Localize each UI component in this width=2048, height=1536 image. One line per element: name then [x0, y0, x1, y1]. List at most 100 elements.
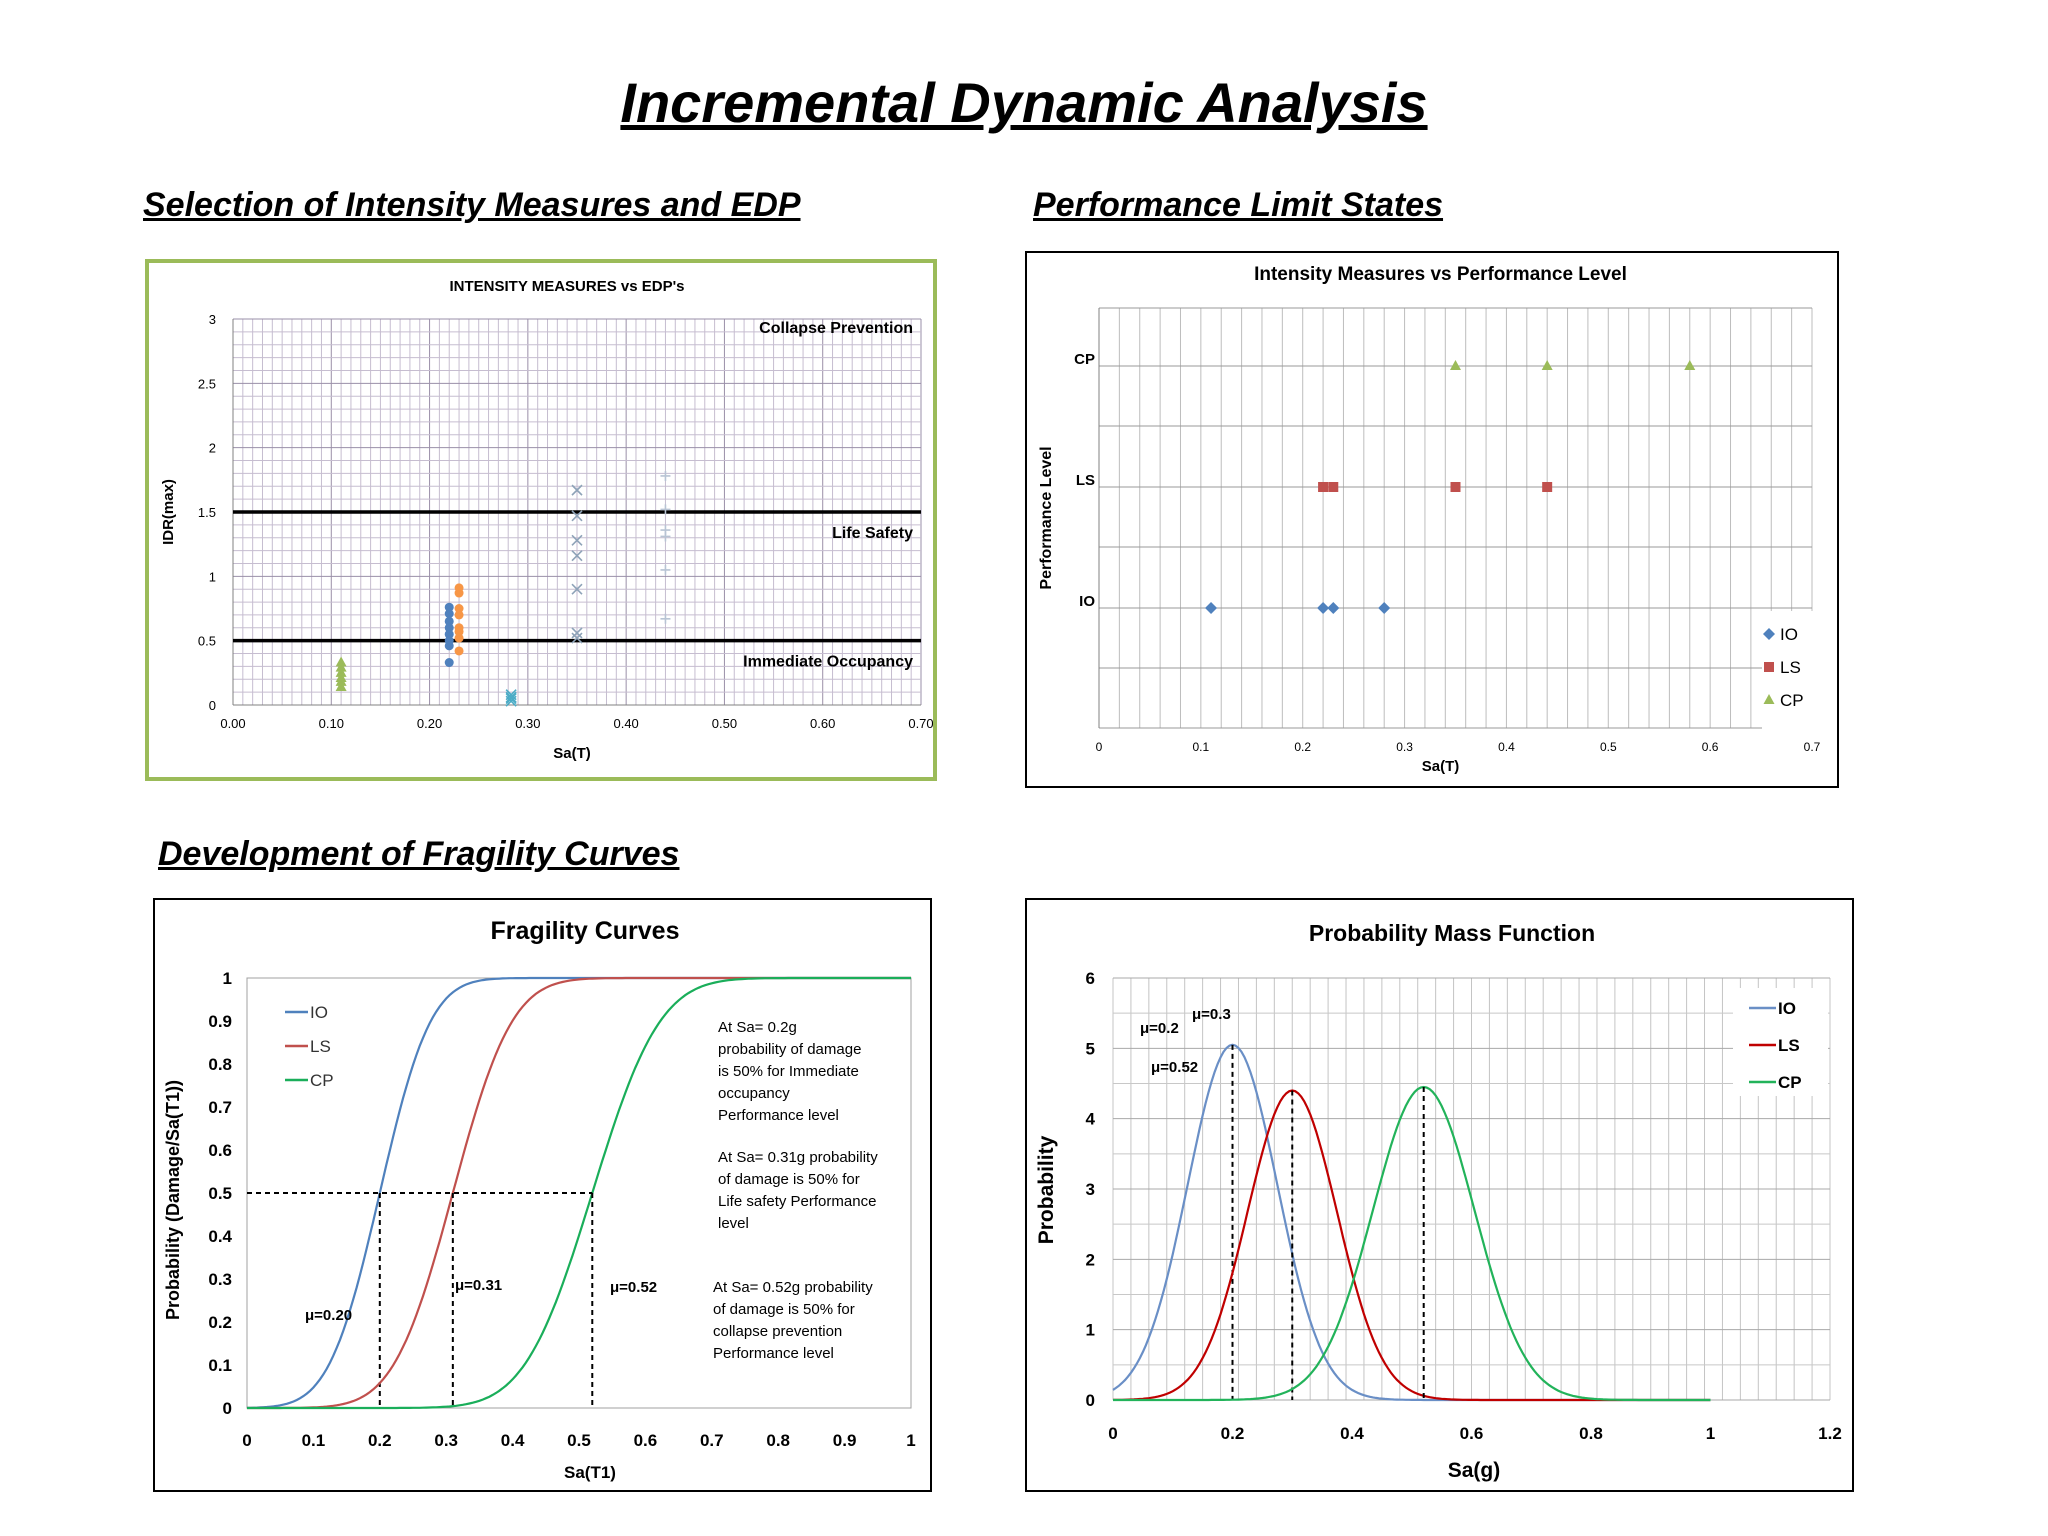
x-tick-label: 0.8	[766, 1431, 790, 1450]
data-point	[1450, 360, 1461, 370]
y-tick-label: 3	[209, 312, 216, 327]
y-tick-label: 3	[1086, 1180, 1095, 1199]
data-point	[1684, 360, 1696, 370]
data-point	[335, 656, 347, 667]
y-tick-label: 1	[209, 569, 216, 584]
data-point	[1318, 482, 1329, 492]
data-point	[454, 646, 464, 656]
x-tick-label: 0.5	[567, 1431, 591, 1450]
data-point	[335, 680, 347, 691]
legend-marker	[1763, 694, 1775, 704]
data-point	[454, 633, 464, 643]
chart-title: Probability Mass Function	[1309, 920, 1595, 946]
data-point	[571, 534, 583, 546]
legend-label: LS	[1778, 1036, 1800, 1055]
annotation-text: Performance level	[713, 1345, 834, 1362]
data-point	[660, 504, 671, 515]
data-point	[505, 693, 517, 705]
y-axis-label: IDR(max)	[160, 479, 177, 545]
performance-level-chart: Intensity Measures vs Performance Level 0…	[1038, 264, 1821, 775]
data-point	[571, 632, 583, 644]
section-title-im-edp: Selection of Intensity Measures and EDP	[143, 186, 801, 224]
reference-label: Immediate Occupancy	[743, 654, 913, 671]
annotation-text: Life safety Performance	[718, 1193, 876, 1210]
x-tick-label: 0.30	[515, 716, 540, 731]
y-tick-label: 0	[1086, 1391, 1095, 1410]
legend-marker	[1764, 662, 1774, 672]
chart-title: Fragility Curves	[491, 917, 680, 945]
y-tick-label: 0.2	[208, 1313, 232, 1332]
y-tick-label: 1	[1086, 1321, 1095, 1340]
annotation-text: collapse prevention	[713, 1323, 842, 1340]
chart-title: Intensity Measures vs Performance Level	[1254, 264, 1627, 285]
data-point	[1328, 482, 1339, 492]
legend-label: CP	[1778, 1073, 1802, 1092]
data-point	[454, 610, 464, 620]
y-tick-label: 5	[1086, 1039, 1095, 1058]
x-tick-label: 0.9	[833, 1431, 857, 1450]
y-axis-label: Probability (Damage/Sa(T1))	[163, 1080, 183, 1320]
im-edp-chart-panel: INTENSITY MEASURES vs EDP's 0.00 0.10 0.20 0…	[145, 259, 937, 781]
data-point	[660, 470, 671, 481]
y-tick-label: 0.3	[208, 1270, 232, 1289]
legend-box	[1733, 988, 1828, 1096]
x-axis-label: Sa(T1)	[564, 1463, 616, 1482]
data-point	[660, 613, 671, 624]
x-tick-label: 0.4	[501, 1431, 525, 1450]
data-point	[505, 691, 517, 703]
x-tick-label: 1	[906, 1431, 915, 1450]
y-tick-label: 1	[223, 969, 232, 988]
median-label: μ=0.52	[1151, 1059, 1198, 1076]
legend-marker	[1763, 628, 1775, 640]
x-tick-label: 0.6	[634, 1431, 658, 1450]
data-point	[571, 583, 583, 595]
x-tick-label: 0.2	[1294, 740, 1311, 754]
fragility-chart-panel: Fragility Curves 0 0.1 0.2 0.3 0.4 0.5 0.6 0.7 0.…	[153, 898, 932, 1492]
data-point	[444, 602, 454, 612]
pmf-chart-panel: Probability Mass Function 0 0.2 0.4 0.6 0.8 1 1…	[1025, 898, 1854, 1492]
y-tick-label: 0	[223, 1399, 232, 1418]
fragility-chart: Fragility Curves 0 0.1 0.2 0.3 0.4 0.5 0.6 0.7 0.…	[163, 917, 916, 1482]
y-tick-label: 6	[1086, 969, 1095, 988]
x-tick-label: 0.70	[908, 716, 933, 731]
data-point	[1450, 482, 1461, 492]
legend-label: LS	[310, 1037, 331, 1056]
y-tick-label: 0.1	[208, 1356, 232, 1375]
y-tick-label: 0.8	[208, 1055, 232, 1074]
annotation-text: Performance level	[718, 1107, 839, 1124]
x-axis-label: Sa(T)	[553, 745, 591, 762]
reference-label: Collapse Prevention	[759, 320, 913, 337]
annotation-text: of damage is 50% for	[713, 1301, 855, 1318]
median-label: μ=0.3	[1192, 1006, 1231, 1023]
x-axis-label: Sa(T)	[1422, 758, 1460, 775]
data-point	[454, 588, 464, 598]
pmf-chart: Probability Mass Function 0 0.2 0.4 0.6 0.8 1 1…	[1035, 920, 1842, 1482]
x-tick-label: 0.3	[434, 1431, 458, 1450]
y-tick-label: 0.6	[208, 1141, 232, 1160]
data-point	[444, 623, 454, 633]
y-tick-label: 2	[1086, 1250, 1095, 1269]
y-tick-label: 4	[1086, 1110, 1096, 1129]
x-tick-label: 0.4	[1340, 1424, 1364, 1443]
data-point	[571, 484, 583, 496]
annotation-text: At Sa= 0.31g probability	[718, 1149, 878, 1166]
x-tick-label: 0	[242, 1431, 251, 1450]
annotation-text: level	[718, 1215, 749, 1232]
y-tick-label: 0	[209, 698, 216, 713]
legend-label: IO	[1778, 999, 1796, 1018]
performance-level-chart-panel: Intensity Measures vs Performance Level 0…	[1025, 251, 1839, 788]
data-point	[335, 675, 347, 686]
data-point	[505, 695, 517, 707]
level-label: IO	[1079, 593, 1095, 610]
median-label: μ=0.52	[610, 1279, 657, 1296]
x-tick-label: 0.10	[319, 716, 344, 731]
data-point	[1327, 602, 1340, 614]
x-tick-label: 0.3	[1396, 740, 1413, 754]
legend-label: CP	[1780, 691, 1804, 710]
y-tick-label: 0.7	[208, 1098, 232, 1117]
x-tick-label: 0.4	[1498, 740, 1515, 754]
legend-label: CP	[310, 1071, 334, 1090]
y-tick-label: 0.5	[198, 634, 216, 649]
data-point	[1205, 602, 1218, 614]
data-point	[1378, 602, 1391, 614]
